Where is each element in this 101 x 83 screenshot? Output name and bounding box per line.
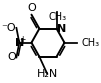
Text: CH₃: CH₃: [82, 38, 100, 48]
Text: O: O: [7, 52, 16, 62]
Text: H₂N: H₂N: [37, 69, 58, 79]
Text: +: +: [19, 35, 26, 44]
Text: CH₃: CH₃: [48, 12, 66, 22]
Text: N: N: [57, 24, 67, 34]
Text: ⁻O: ⁻O: [1, 23, 16, 33]
Text: N: N: [15, 38, 24, 48]
Text: O: O: [27, 3, 36, 13]
